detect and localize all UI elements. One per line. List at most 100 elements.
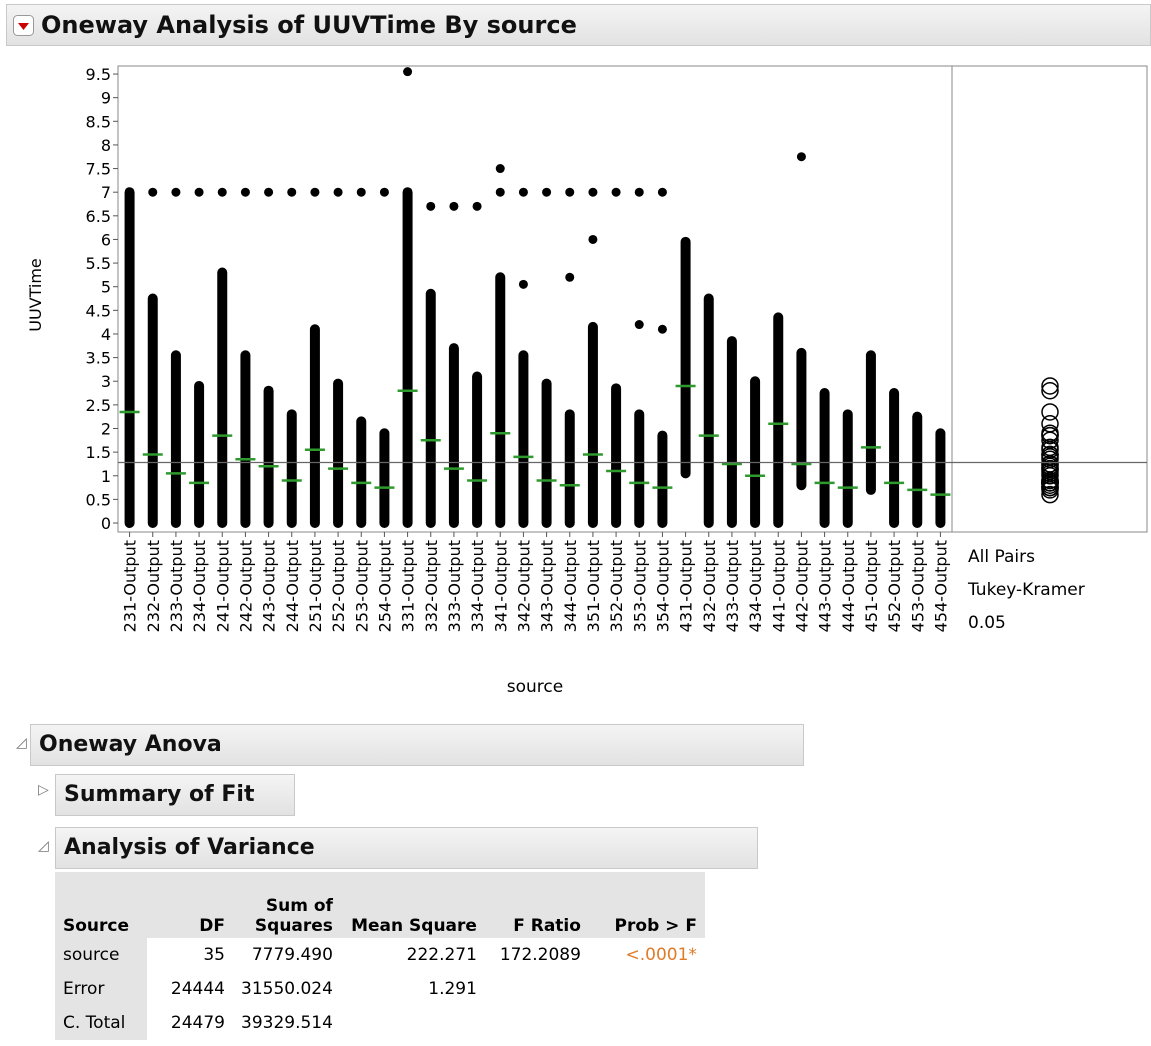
column-header: Prob > F xyxy=(588,872,705,938)
table-row: C. Total 24479 39329.514 xyxy=(55,1006,705,1040)
point-column xyxy=(564,409,575,529)
point-column xyxy=(750,376,761,529)
outline-header[interactable]: Summary of Fit xyxy=(55,774,295,816)
x-tick-label: 354-Output xyxy=(653,540,672,632)
x-tick-label: 234-Output xyxy=(190,540,209,632)
point-column xyxy=(726,336,737,529)
outlier-point xyxy=(565,272,575,282)
outlier-point xyxy=(588,187,598,197)
x-tick-label: 341-Output xyxy=(491,540,510,632)
comparison-circle xyxy=(1041,481,1059,499)
disclosure-icon[interactable]: ◿ xyxy=(16,735,27,751)
comparison-label: Tukey-Kramer xyxy=(967,580,1085,600)
y-tick-label: 3.5 xyxy=(86,349,111,368)
outlier-point xyxy=(171,187,181,197)
section-title: Summary of Fit xyxy=(64,782,255,807)
chart: 0 0.5 1 1.5 2 2.5 3 3.5 4 4.5 5 5.5 6 6.5 7 7.5 8 8.5 9 9.5… xyxy=(26,65,1148,697)
x-tick-label: 444-Output xyxy=(839,540,858,632)
outlier-point xyxy=(240,187,250,197)
point-column xyxy=(680,236,691,479)
column-header: DF xyxy=(147,872,233,938)
point-column xyxy=(611,383,622,529)
outlier-point xyxy=(333,187,343,197)
comparison-label: 0.05 xyxy=(968,613,1006,633)
x-tick-label: 244-Output xyxy=(283,540,302,632)
comparison-circle xyxy=(1041,474,1059,492)
column-header: Mean Square xyxy=(340,872,485,938)
point-column xyxy=(194,380,205,529)
point-column xyxy=(263,385,274,529)
point-column xyxy=(333,378,344,529)
point-column xyxy=(240,350,251,529)
outlier-point xyxy=(264,187,274,197)
outlier-point xyxy=(148,187,158,197)
cell xyxy=(589,972,705,1006)
point-column xyxy=(147,293,158,529)
y-tick-label: 6.5 xyxy=(86,207,111,226)
comparison-circle xyxy=(1041,403,1059,421)
x-tick-label: 443-Output xyxy=(816,540,835,632)
cell xyxy=(589,1006,705,1040)
outlier-point xyxy=(518,187,528,197)
y-tick-label: 2 xyxy=(101,419,111,438)
point-column xyxy=(773,312,784,529)
point-column xyxy=(587,321,598,529)
outline-header[interactable]: Oneway Anova xyxy=(30,724,804,766)
outlier-point xyxy=(217,187,227,197)
cell: 172.2089 xyxy=(499,945,581,965)
header-row: Source DF Sum of Squares Mean Square F Ratio… xyxy=(55,872,705,938)
y-tick-label: 5.5 xyxy=(86,254,111,273)
column-header: Source xyxy=(55,872,147,938)
cell: 222.271 xyxy=(406,945,477,965)
y-tick-label: 5 xyxy=(101,278,111,297)
point-column xyxy=(865,350,876,495)
outlier-point xyxy=(310,187,320,197)
comparison-circle xyxy=(1041,485,1059,504)
y-tick-label: 4.5 xyxy=(86,301,111,320)
point-column xyxy=(541,378,552,529)
x-tick-label: 352-Output xyxy=(607,540,626,632)
outlier-point xyxy=(495,187,505,197)
x-tick-label: 252-Output xyxy=(329,540,348,632)
point-column xyxy=(912,411,923,529)
outline-header[interactable]: Analysis of Variance xyxy=(55,827,758,869)
y-tick-label: 3 xyxy=(101,372,111,391)
cell: 39329.514 xyxy=(241,1013,333,1033)
point-column xyxy=(356,416,367,529)
comparison-circle xyxy=(1041,381,1059,400)
point-column xyxy=(472,371,483,529)
outlier-point xyxy=(565,187,575,197)
y-tick-label: 7.5 xyxy=(86,160,111,179)
point-column xyxy=(657,430,668,529)
x-tick-label: 342-Output xyxy=(514,540,533,632)
x-tick-label: 331-Output xyxy=(399,540,418,632)
point-column xyxy=(170,350,181,529)
cell: 7779.490 xyxy=(251,945,333,965)
disclosure-icon[interactable]: ◿ xyxy=(38,838,49,854)
x-tick-label: 332-Output xyxy=(422,540,441,632)
point-column xyxy=(448,343,459,529)
outlier-point xyxy=(287,187,297,197)
x-tick-label: 353-Output xyxy=(630,540,649,632)
cell: source xyxy=(55,938,147,972)
point-column xyxy=(634,409,645,529)
comparison-circle xyxy=(1041,467,1059,485)
outlier-point xyxy=(634,320,644,330)
cell: 31550.024 xyxy=(241,979,333,999)
point-column xyxy=(935,428,946,529)
x-tick-label: 344-Output xyxy=(561,540,580,632)
comparison-circle xyxy=(1041,377,1059,395)
x-tick-label: 441-Output xyxy=(769,540,788,632)
y-tick-label: 9.5 xyxy=(86,65,111,84)
y-tick-label: 2.5 xyxy=(86,396,111,415)
red-triangle-menu[interactable] xyxy=(13,15,35,37)
outlier-point xyxy=(472,201,482,211)
x-tick-label: 351-Output xyxy=(584,540,603,632)
x-tick-label: 333-Output xyxy=(445,540,464,632)
x-tick-label: 232-Output xyxy=(144,540,163,632)
cell: 1.291 xyxy=(428,979,477,999)
x-tick-label: 231-Output xyxy=(121,540,140,632)
disclosure-icon[interactable]: ▷ xyxy=(38,782,49,798)
y-tick-label: 1 xyxy=(101,467,111,486)
cell xyxy=(485,972,589,1006)
